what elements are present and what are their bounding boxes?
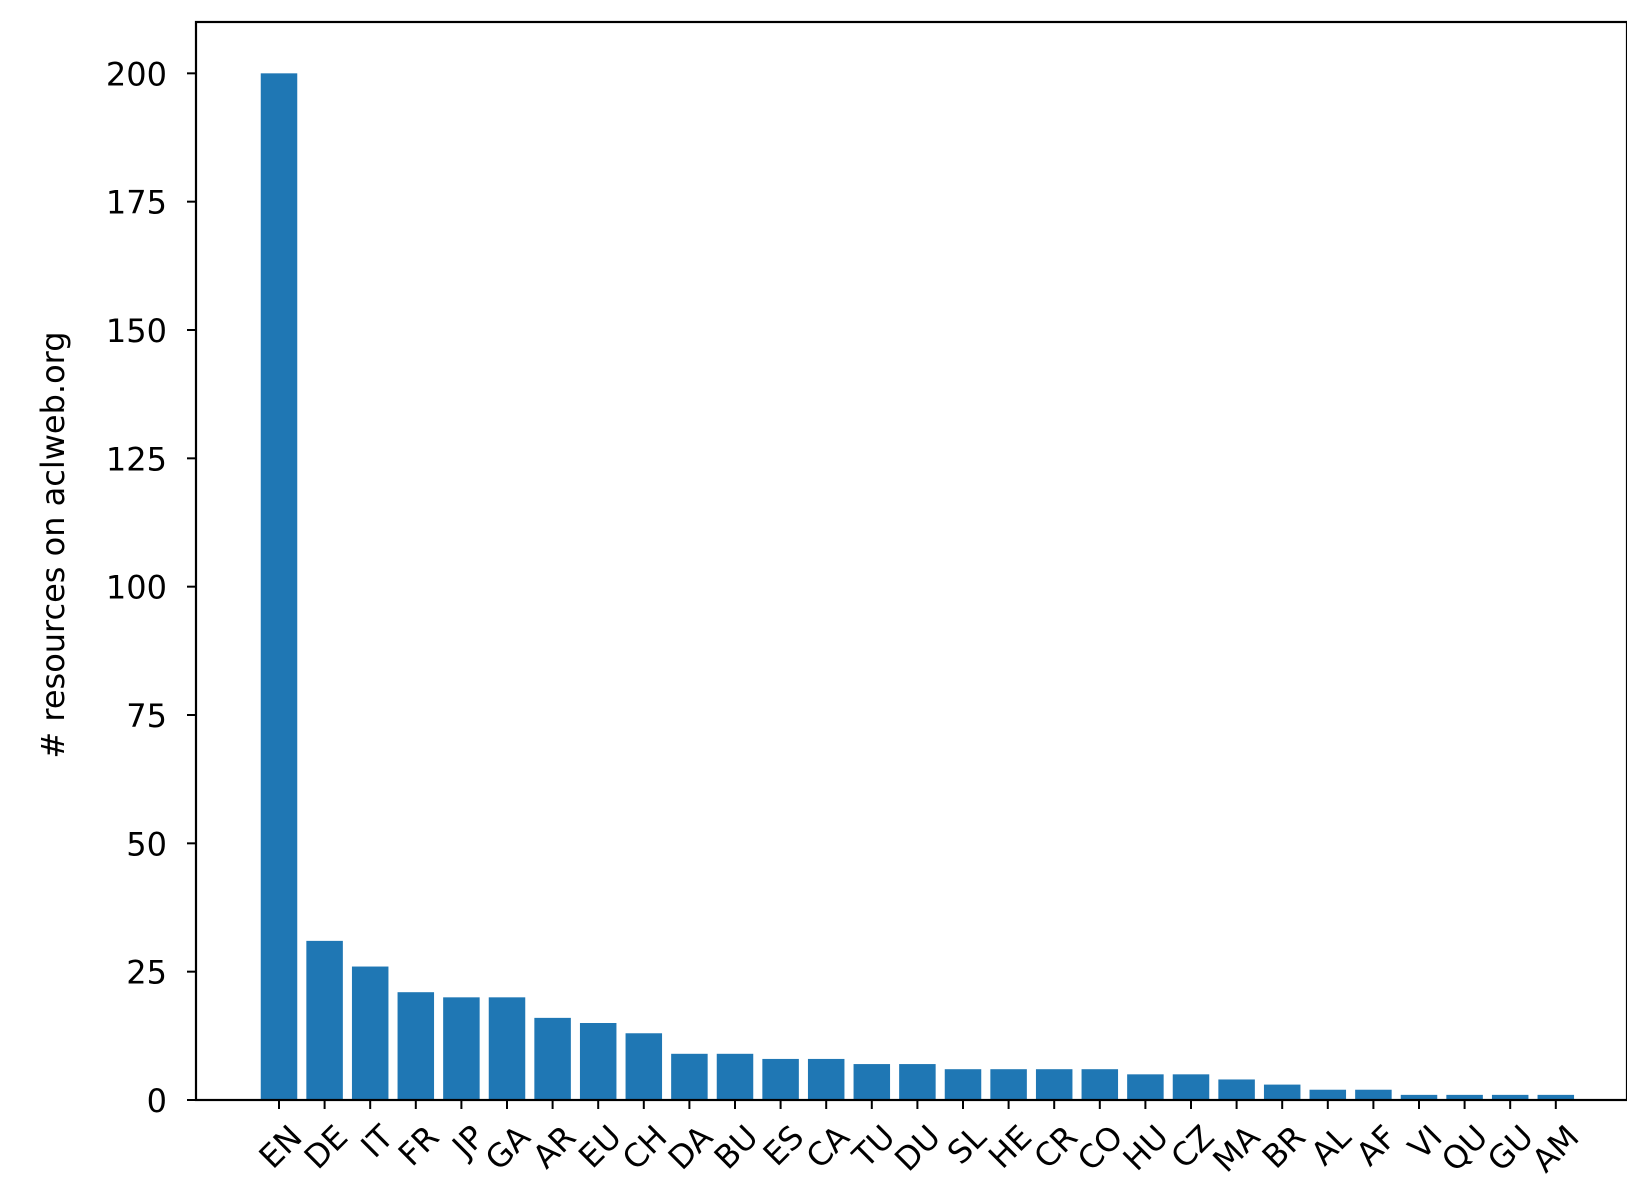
y-tick-label-25: 25 [126,954,167,992]
y-tick-label-175: 175 [106,184,167,222]
bar-tu [853,1064,891,1100]
bar-hu [1127,1074,1164,1100]
bar-vi [1400,1094,1438,1100]
bar-cr [1035,1069,1073,1100]
x-axis: ENDEITFRJPGAAREUCHDABUESCATUDUSLHECRCOHU… [252,1100,1587,1180]
y-tick-label-0: 0 [147,1082,167,1120]
bar-it [351,966,389,1100]
bar-am [1537,1094,1575,1100]
bar-ch [625,1033,663,1100]
bar-eu [579,1023,617,1100]
bar-jp [443,997,480,1100]
bar-bu [716,1053,754,1100]
y-axis: 0 25 50 75 100 125 150 175 200 [106,55,196,1120]
y-tick-label-200: 200 [106,55,167,93]
bar-he [990,1069,1027,1100]
plot-frame [194,20,1627,1102]
bar-co [1081,1069,1119,1100]
bar-al [1309,1089,1347,1100]
y-axis-label: # resources on aclweb.org [34,331,72,758]
bar-en [260,73,298,1100]
y-tick-label-150: 150 [106,312,167,350]
bar-ma [1218,1079,1255,1100]
y-tick-label-50: 50 [126,825,167,863]
y-tick-label-100: 100 [106,569,167,607]
bar-fr [397,992,435,1100]
x-tick-label-fr: FR [391,1118,447,1174]
bar-qu [1446,1094,1483,1100]
bars-group [260,73,1575,1100]
x-tick-label-de: DE [297,1118,356,1177]
bar-es [762,1058,799,1100]
x-tick-label-it: IT [353,1117,401,1165]
x-tick-label-af: AF [1349,1118,1404,1173]
bar-ca [807,1058,845,1100]
y-tick-label-125: 125 [106,440,167,478]
bar-ga [488,997,526,1100]
bar-du [899,1064,936,1100]
bar-br [1263,1084,1301,1100]
x-tick-label-am: AM [1525,1118,1587,1180]
bar-da [671,1053,708,1100]
x-tick-label-du: DU [887,1118,948,1179]
bar-sl [944,1069,982,1100]
bar-cz [1172,1074,1210,1100]
bar-af [1355,1089,1392,1100]
bar-de [306,940,343,1100]
bar-gu [1491,1094,1529,1100]
bar-ar [534,1017,571,1100]
y-tick-label-75: 75 [126,697,167,735]
